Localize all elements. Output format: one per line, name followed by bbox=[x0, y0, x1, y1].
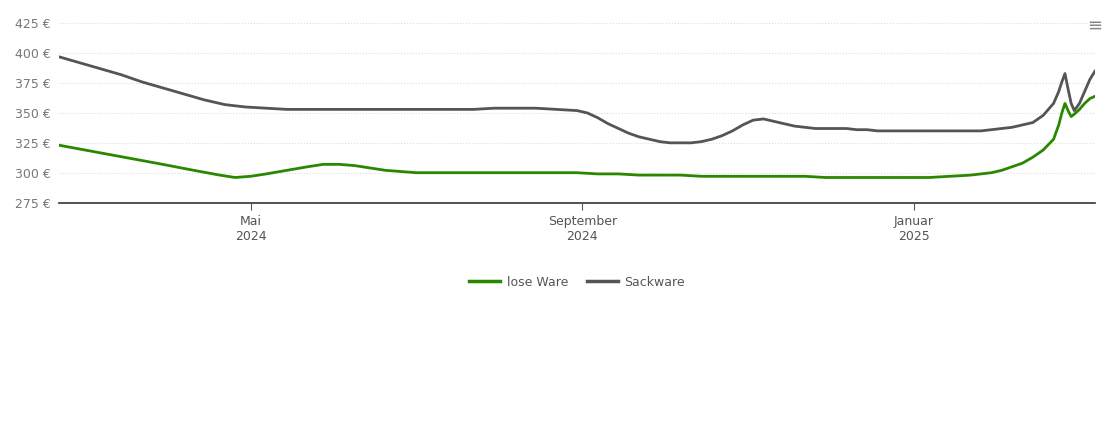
Legend: lose Ware, Sackware: lose Ware, Sackware bbox=[464, 271, 690, 294]
Text: ≡: ≡ bbox=[1087, 17, 1102, 35]
